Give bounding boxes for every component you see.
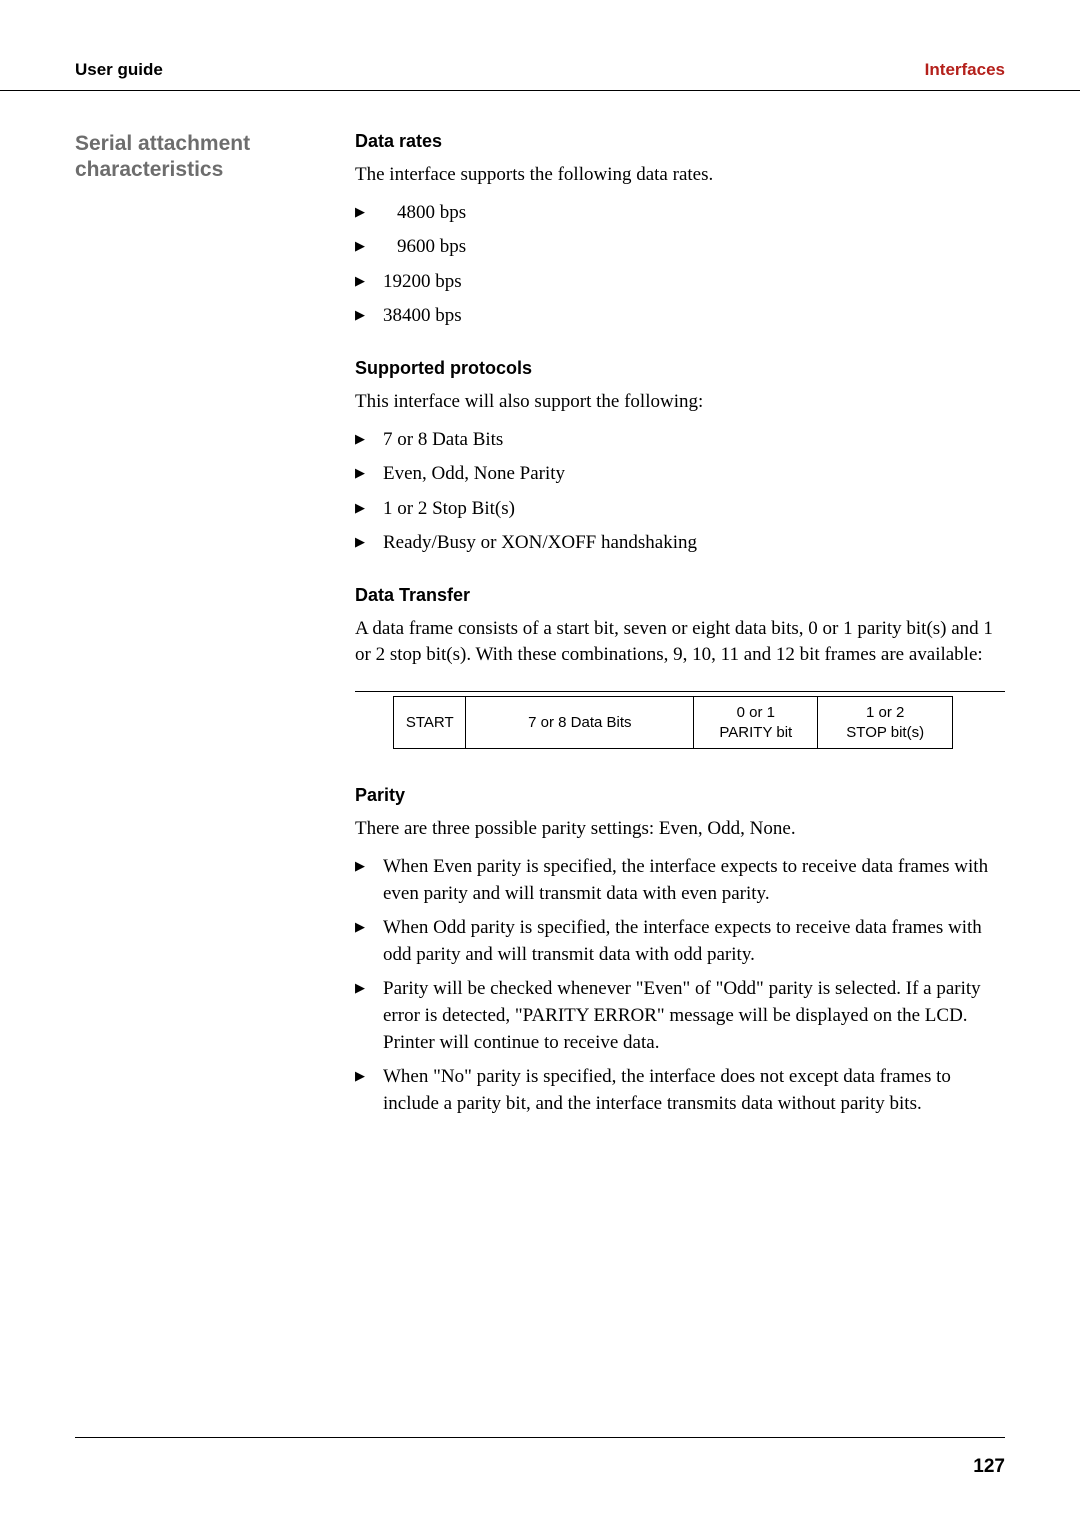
section-data-transfer: Data Transfer A data frame consists of a…	[355, 585, 1005, 667]
content-area: Serial attachment characteristics Data r…	[0, 131, 1080, 1145]
page-number: 127	[973, 1456, 1005, 1478]
sidebar-heading: Serial attachment characteristics	[75, 131, 355, 184]
list-item: 1 or 2 Stop Bit(s)	[355, 496, 1005, 523]
diagram-parity-line1: 0 or 1	[737, 704, 775, 721]
diagram-stop-line2: STOP bit(s)	[846, 724, 924, 741]
intro-data-transfer: A data frame consists of a start bit, se…	[355, 616, 1005, 667]
list-item: 38400 bps	[355, 303, 1005, 330]
diagram-top-rule	[355, 691, 1005, 692]
list-parity: When Even parity is specified, the inter…	[355, 854, 1005, 1117]
main-content: Data rates The interface supports the fo…	[355, 131, 1005, 1145]
list-item: 9600 bps	[355, 234, 1005, 261]
intro-parity: There are three possible parity settings…	[355, 816, 1005, 842]
list-item: When "No" parity is specified, the inter…	[355, 1064, 1005, 1117]
list-item: Even, Odd, None Parity	[355, 461, 1005, 488]
list-item: 4800 bps	[355, 200, 1005, 227]
sidebar-heading-line1: Serial attachment	[75, 132, 250, 155]
heading-supported-protocols: Supported protocols	[355, 358, 1005, 379]
page-header: User guide Interfaces	[0, 0, 1080, 91]
heading-data-rates: Data rates	[355, 131, 1005, 152]
list-item: 19200 bps	[355, 269, 1005, 296]
footer-rule	[75, 1437, 1005, 1438]
diagram-cell-data: 7 or 8 Data Bits	[466, 697, 694, 749]
list-supported-protocols: 7 or 8 Data Bits Even, Odd, None Parity …	[355, 427, 1005, 557]
heading-parity: Parity	[355, 785, 1005, 806]
list-item: When Even parity is specified, the inter…	[355, 854, 1005, 907]
sidebar-heading-line2: characteristics	[75, 158, 223, 181]
section-parity: Parity There are three possible parity s…	[355, 785, 1005, 1117]
sidebar: Serial attachment characteristics	[75, 131, 355, 1145]
list-item: Ready/Busy or XON/XOFF handshaking	[355, 530, 1005, 557]
list-item: Parity will be checked whenever "Even" o…	[355, 976, 1005, 1056]
diagram-stop-line1: 1 or 2	[866, 704, 904, 721]
section-supported-protocols: Supported protocols This interface will …	[355, 358, 1005, 557]
intro-supported-protocols: This interface will also support the fol…	[355, 389, 1005, 415]
header-right-text: Interfaces	[925, 60, 1005, 80]
diagram-cell-start: START	[394, 697, 466, 749]
list-item: 7 or 8 Data Bits	[355, 427, 1005, 454]
diagram-parity-line2: PARITY bit	[719, 724, 792, 741]
heading-data-transfer: Data Transfer	[355, 585, 1005, 606]
list-data-rates: 4800 bps 9600 bps 19200 bps 38400 bps	[355, 200, 1005, 330]
data-frame-diagram: START 7 or 8 Data Bits 0 or 1 PARITY bit…	[355, 691, 1005, 749]
diagram-cell-stop: 1 or 2 STOP bit(s)	[818, 697, 953, 749]
section-data-rates: Data rates The interface supports the fo…	[355, 131, 1005, 330]
list-item: When Odd parity is specified, the interf…	[355, 915, 1005, 968]
diagram-cell-parity: 0 or 1 PARITY bit	[694, 697, 818, 749]
intro-data-rates: The interface supports the following dat…	[355, 162, 1005, 188]
diagram-table: START 7 or 8 Data Bits 0 or 1 PARITY bit…	[393, 696, 953, 749]
header-left-text: User guide	[75, 60, 163, 80]
